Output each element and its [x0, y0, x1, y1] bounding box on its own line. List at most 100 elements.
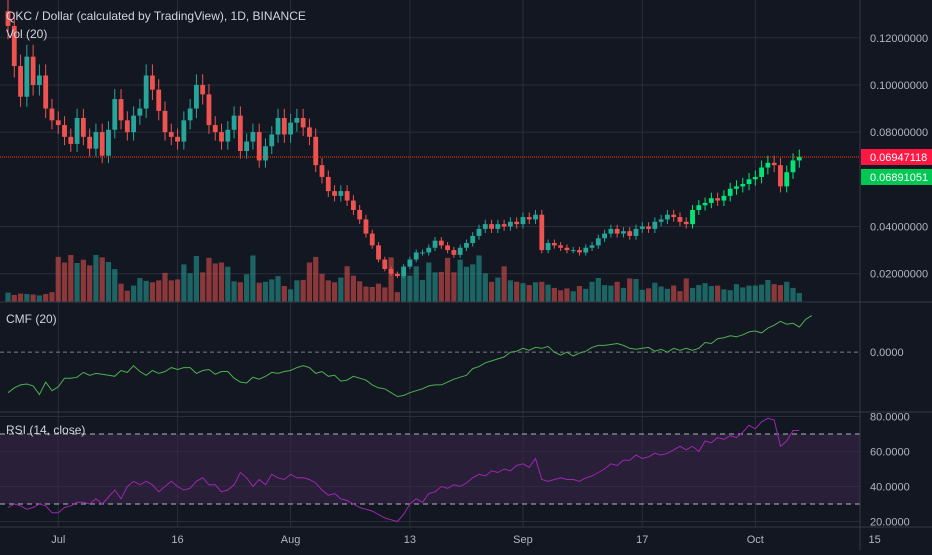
rsi-indicator-label[interactable]: RSI (14, close) — [6, 423, 86, 437]
candle — [708, 192, 714, 209]
candle — [501, 219, 507, 231]
candle — [545, 239, 551, 254]
candle — [564, 244, 570, 254]
candle-body — [194, 84, 199, 109]
current-price-label: 0.06947118 — [870, 152, 927, 164]
volume-bar — [407, 275, 413, 302]
candle — [219, 123, 224, 150]
volume-bar — [357, 281, 363, 302]
volume-bar — [520, 283, 526, 302]
candle-body — [288, 122, 293, 135]
candle — [652, 217, 658, 234]
volume-bar — [602, 285, 608, 302]
cmf-indicator-label[interactable]: CMF (20) — [6, 312, 57, 326]
candle-body — [11, 25, 17, 67]
candle — [394, 271, 400, 279]
candle — [658, 214, 664, 227]
candle — [363, 214, 369, 238]
candle-body — [727, 188, 733, 196]
candle — [175, 128, 180, 150]
candle-body — [514, 221, 520, 225]
candle-body — [231, 115, 237, 130]
volume-bar — [225, 266, 231, 302]
candle-body — [570, 250, 576, 252]
volume-indicator-label[interactable]: Vol (20) — [6, 27, 48, 41]
candle — [752, 170, 758, 186]
candle-body — [690, 209, 695, 225]
candle-body — [369, 233, 375, 246]
candle — [263, 138, 268, 168]
rsi-tick-label: 80.0000 — [870, 412, 910, 424]
candle-body — [401, 266, 407, 277]
volume-bar — [702, 283, 708, 302]
candle-body — [175, 136, 180, 142]
volume-bar — [281, 286, 287, 302]
candle-body — [495, 224, 501, 229]
candle-body — [752, 176, 758, 180]
volume-bar — [288, 289, 294, 302]
volume-bar — [438, 271, 444, 302]
candle-body — [225, 129, 231, 142]
rsi-line — [7, 417, 800, 523]
candle — [715, 192, 721, 206]
candle — [577, 246, 582, 256]
candle-body — [250, 132, 256, 142]
volume-bar — [80, 259, 86, 302]
volume-bar — [344, 266, 350, 302]
volume-bar — [55, 256, 61, 302]
candle-body — [696, 205, 702, 210]
second-price-tag — [861, 168, 932, 185]
volume-bar — [275, 276, 281, 302]
candle-body — [351, 200, 356, 210]
candle-body — [508, 221, 513, 227]
volume-bar — [17, 293, 24, 302]
candle — [187, 98, 193, 130]
candle — [344, 185, 350, 206]
candle-body — [382, 259, 388, 269]
candle — [696, 200, 702, 215]
candle — [87, 128, 93, 157]
candle-body — [683, 221, 689, 225]
volume-bar — [93, 255, 99, 302]
volume-bar — [476, 255, 482, 302]
volume-bar — [752, 285, 758, 302]
candle — [602, 229, 607, 243]
candle-body — [602, 233, 607, 239]
candle-body — [200, 84, 206, 95]
candle-body — [432, 240, 438, 248]
candle-body — [275, 117, 281, 135]
candle — [131, 106, 136, 141]
candle-body — [80, 117, 86, 137]
candle-body — [256, 132, 262, 161]
volume-bar — [746, 285, 752, 302]
volume-bar — [244, 274, 250, 302]
candle-body — [162, 110, 168, 133]
candle — [294, 108, 300, 132]
candle — [162, 101, 168, 141]
volume-bar — [733, 284, 740, 302]
candle — [514, 217, 520, 229]
candle — [583, 244, 589, 256]
volume-bar — [696, 285, 702, 302]
volume-bar — [689, 287, 696, 302]
candle-body — [24, 56, 30, 97]
candle — [137, 98, 143, 125]
volume-bar — [564, 288, 570, 302]
volume-bar — [131, 285, 137, 302]
candle — [24, 44, 30, 107]
volume-bar — [36, 295, 42, 302]
candle-body — [715, 198, 721, 201]
candle-body — [181, 120, 187, 142]
volume-bar — [740, 287, 746, 302]
volume-bar — [250, 255, 256, 302]
rsi-tick-label: 20.0000 — [870, 517, 910, 529]
volume-bar — [507, 280, 513, 302]
candle-body — [796, 156, 802, 161]
candle — [608, 224, 614, 238]
second-price-label: 0.06891051 — [870, 172, 928, 184]
candle — [407, 256, 413, 270]
volume-bar — [683, 278, 689, 302]
price-tick-label: 0.10000000 — [870, 80, 928, 92]
